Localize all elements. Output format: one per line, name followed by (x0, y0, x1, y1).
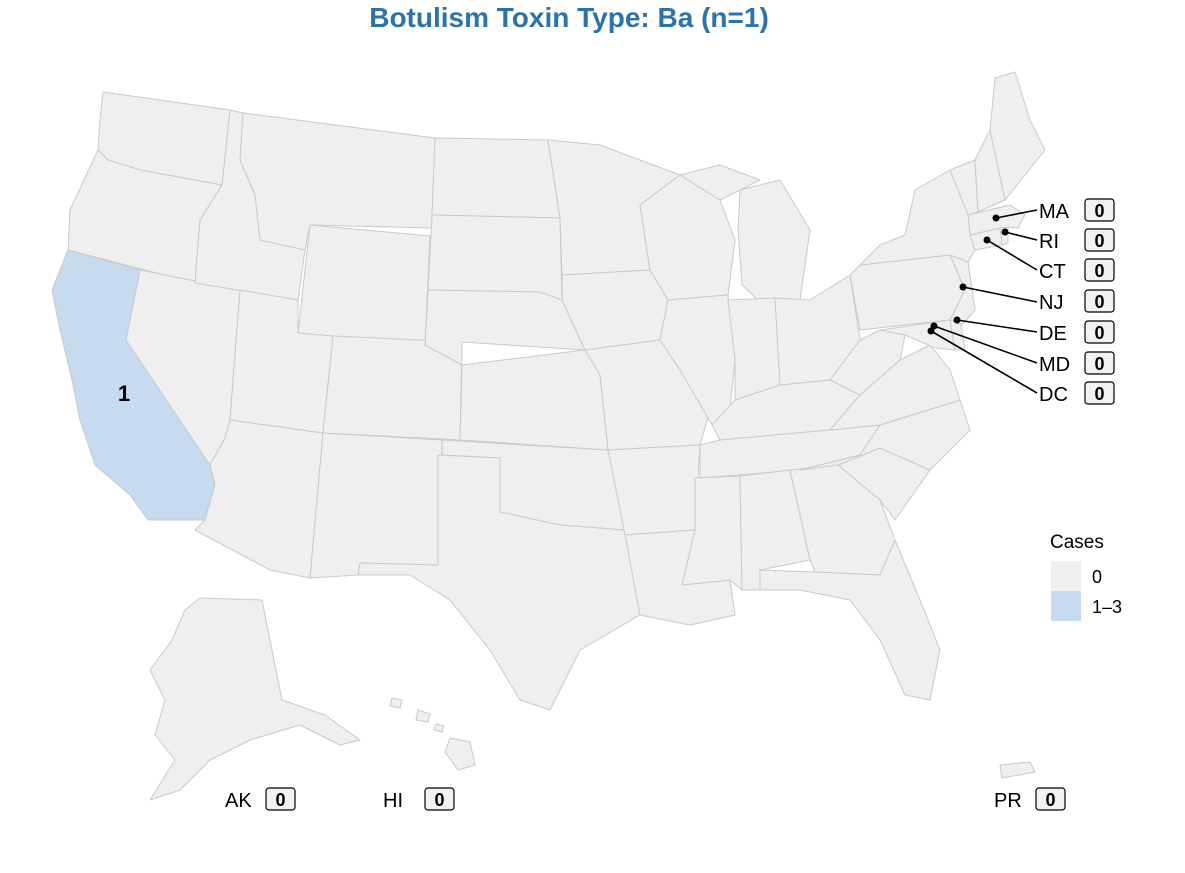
legend-swatch-0 (1051, 561, 1081, 591)
callout-ct: CT 0 (1039, 258, 1115, 283)
territory-hi: HI 0 (383, 787, 455, 812)
legend-label-0: 0 (1092, 567, 1102, 587)
callout-dc: DC 0 (1039, 381, 1115, 406)
callout-ri-abbr: RI (1039, 231, 1059, 253)
territory-hi-value: 0 (434, 790, 444, 810)
states-layer (51, 71, 1046, 801)
callout-de-abbr: DE (1039, 323, 1067, 345)
territory-ak-abbr: AK (225, 790, 252, 812)
callout-ct-abbr: CT (1039, 261, 1066, 283)
state-pa (849, 254, 966, 331)
callout-dc-abbr: DC (1039, 384, 1068, 406)
callout-nj-value: 0 (1094, 292, 1104, 312)
state-hi (444, 737, 476, 771)
callout-group: MA 0 RI 0 CT 0 NJ 0 DE 0 MD (927, 198, 1115, 406)
state-nd (431, 137, 561, 219)
legend-label-1: 1–3 (1092, 597, 1122, 617)
territory-pr: PR 0 (994, 787, 1066, 812)
territory-hi-abbr: HI (383, 790, 403, 812)
state-hi-islands (389, 697, 445, 733)
callout-md: MD 0 (1039, 351, 1115, 376)
legend: Cases 0 1–3 (1050, 532, 1122, 621)
callout-ma-value: 0 (1094, 201, 1104, 221)
callout-ri: RI 0 (1039, 228, 1115, 253)
map-title: Botulism Toxin Type: Ba (n=1) (369, 2, 769, 33)
state-pr (999, 761, 1036, 779)
legend-title: Cases (1050, 532, 1104, 553)
state-ar (607, 444, 701, 536)
callout-ma: MA 0 (1039, 198, 1115, 223)
callout-nj-abbr: NJ (1039, 292, 1063, 314)
callout-nj: NJ 0 (1039, 289, 1115, 314)
state-nm (309, 432, 443, 579)
state-me (989, 71, 1046, 201)
legend-swatch-1 (1051, 591, 1081, 621)
territory-ak: AK 0 (225, 787, 296, 812)
state-tx (357, 454, 641, 711)
state-ak (149, 597, 361, 801)
callout-ct-value: 0 (1094, 261, 1104, 281)
state-ks (459, 349, 609, 451)
state-wy (297, 224, 431, 346)
callout-de: DE 0 (1039, 320, 1115, 345)
state-sd (427, 214, 563, 301)
ca-value-label: 1 (118, 381, 130, 406)
territory-ak-value: 0 (275, 790, 285, 810)
territory-pr-value: 0 (1045, 790, 1055, 810)
territory-pr-abbr: PR (994, 790, 1022, 812)
state-in (727, 297, 781, 401)
callout-de-value: 0 (1094, 323, 1104, 343)
callout-ma-abbr: MA (1039, 201, 1070, 223)
callout-ri-value: 0 (1094, 231, 1104, 251)
state-fl (759, 539, 941, 701)
callout-dc-value: 0 (1094, 384, 1104, 404)
state-mi-upper (679, 164, 761, 201)
callout-md-value: 0 (1094, 354, 1104, 374)
callout-md-abbr: MD (1039, 354, 1070, 376)
state-mi (737, 179, 811, 303)
state-ne (424, 289, 586, 366)
